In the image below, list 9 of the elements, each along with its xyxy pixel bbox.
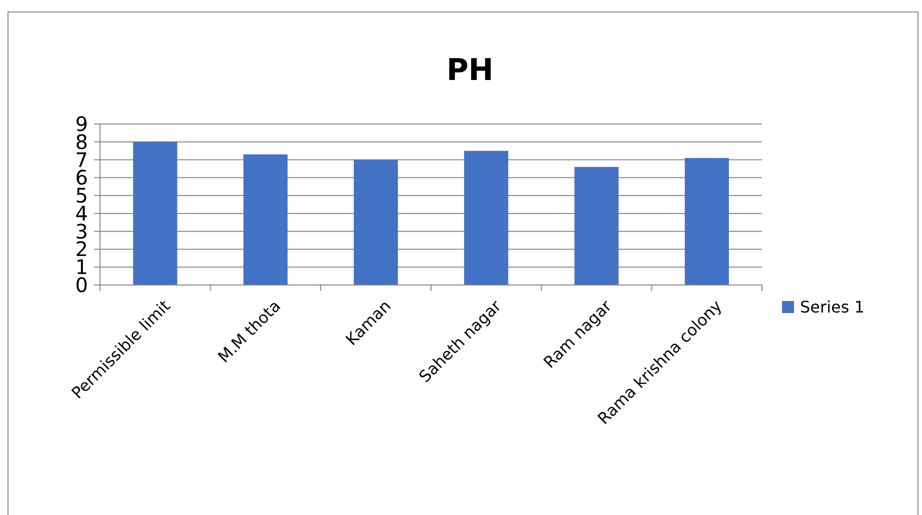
bar [684, 158, 729, 285]
bar [574, 166, 619, 285]
legend-label: Series 1 [800, 298, 864, 317]
y-tick-label: 0 [75, 273, 88, 297]
chart-title: PH [446, 53, 494, 88]
bar [464, 150, 508, 285]
bar [133, 142, 178, 285]
bar [243, 154, 288, 285]
bar [354, 160, 398, 285]
